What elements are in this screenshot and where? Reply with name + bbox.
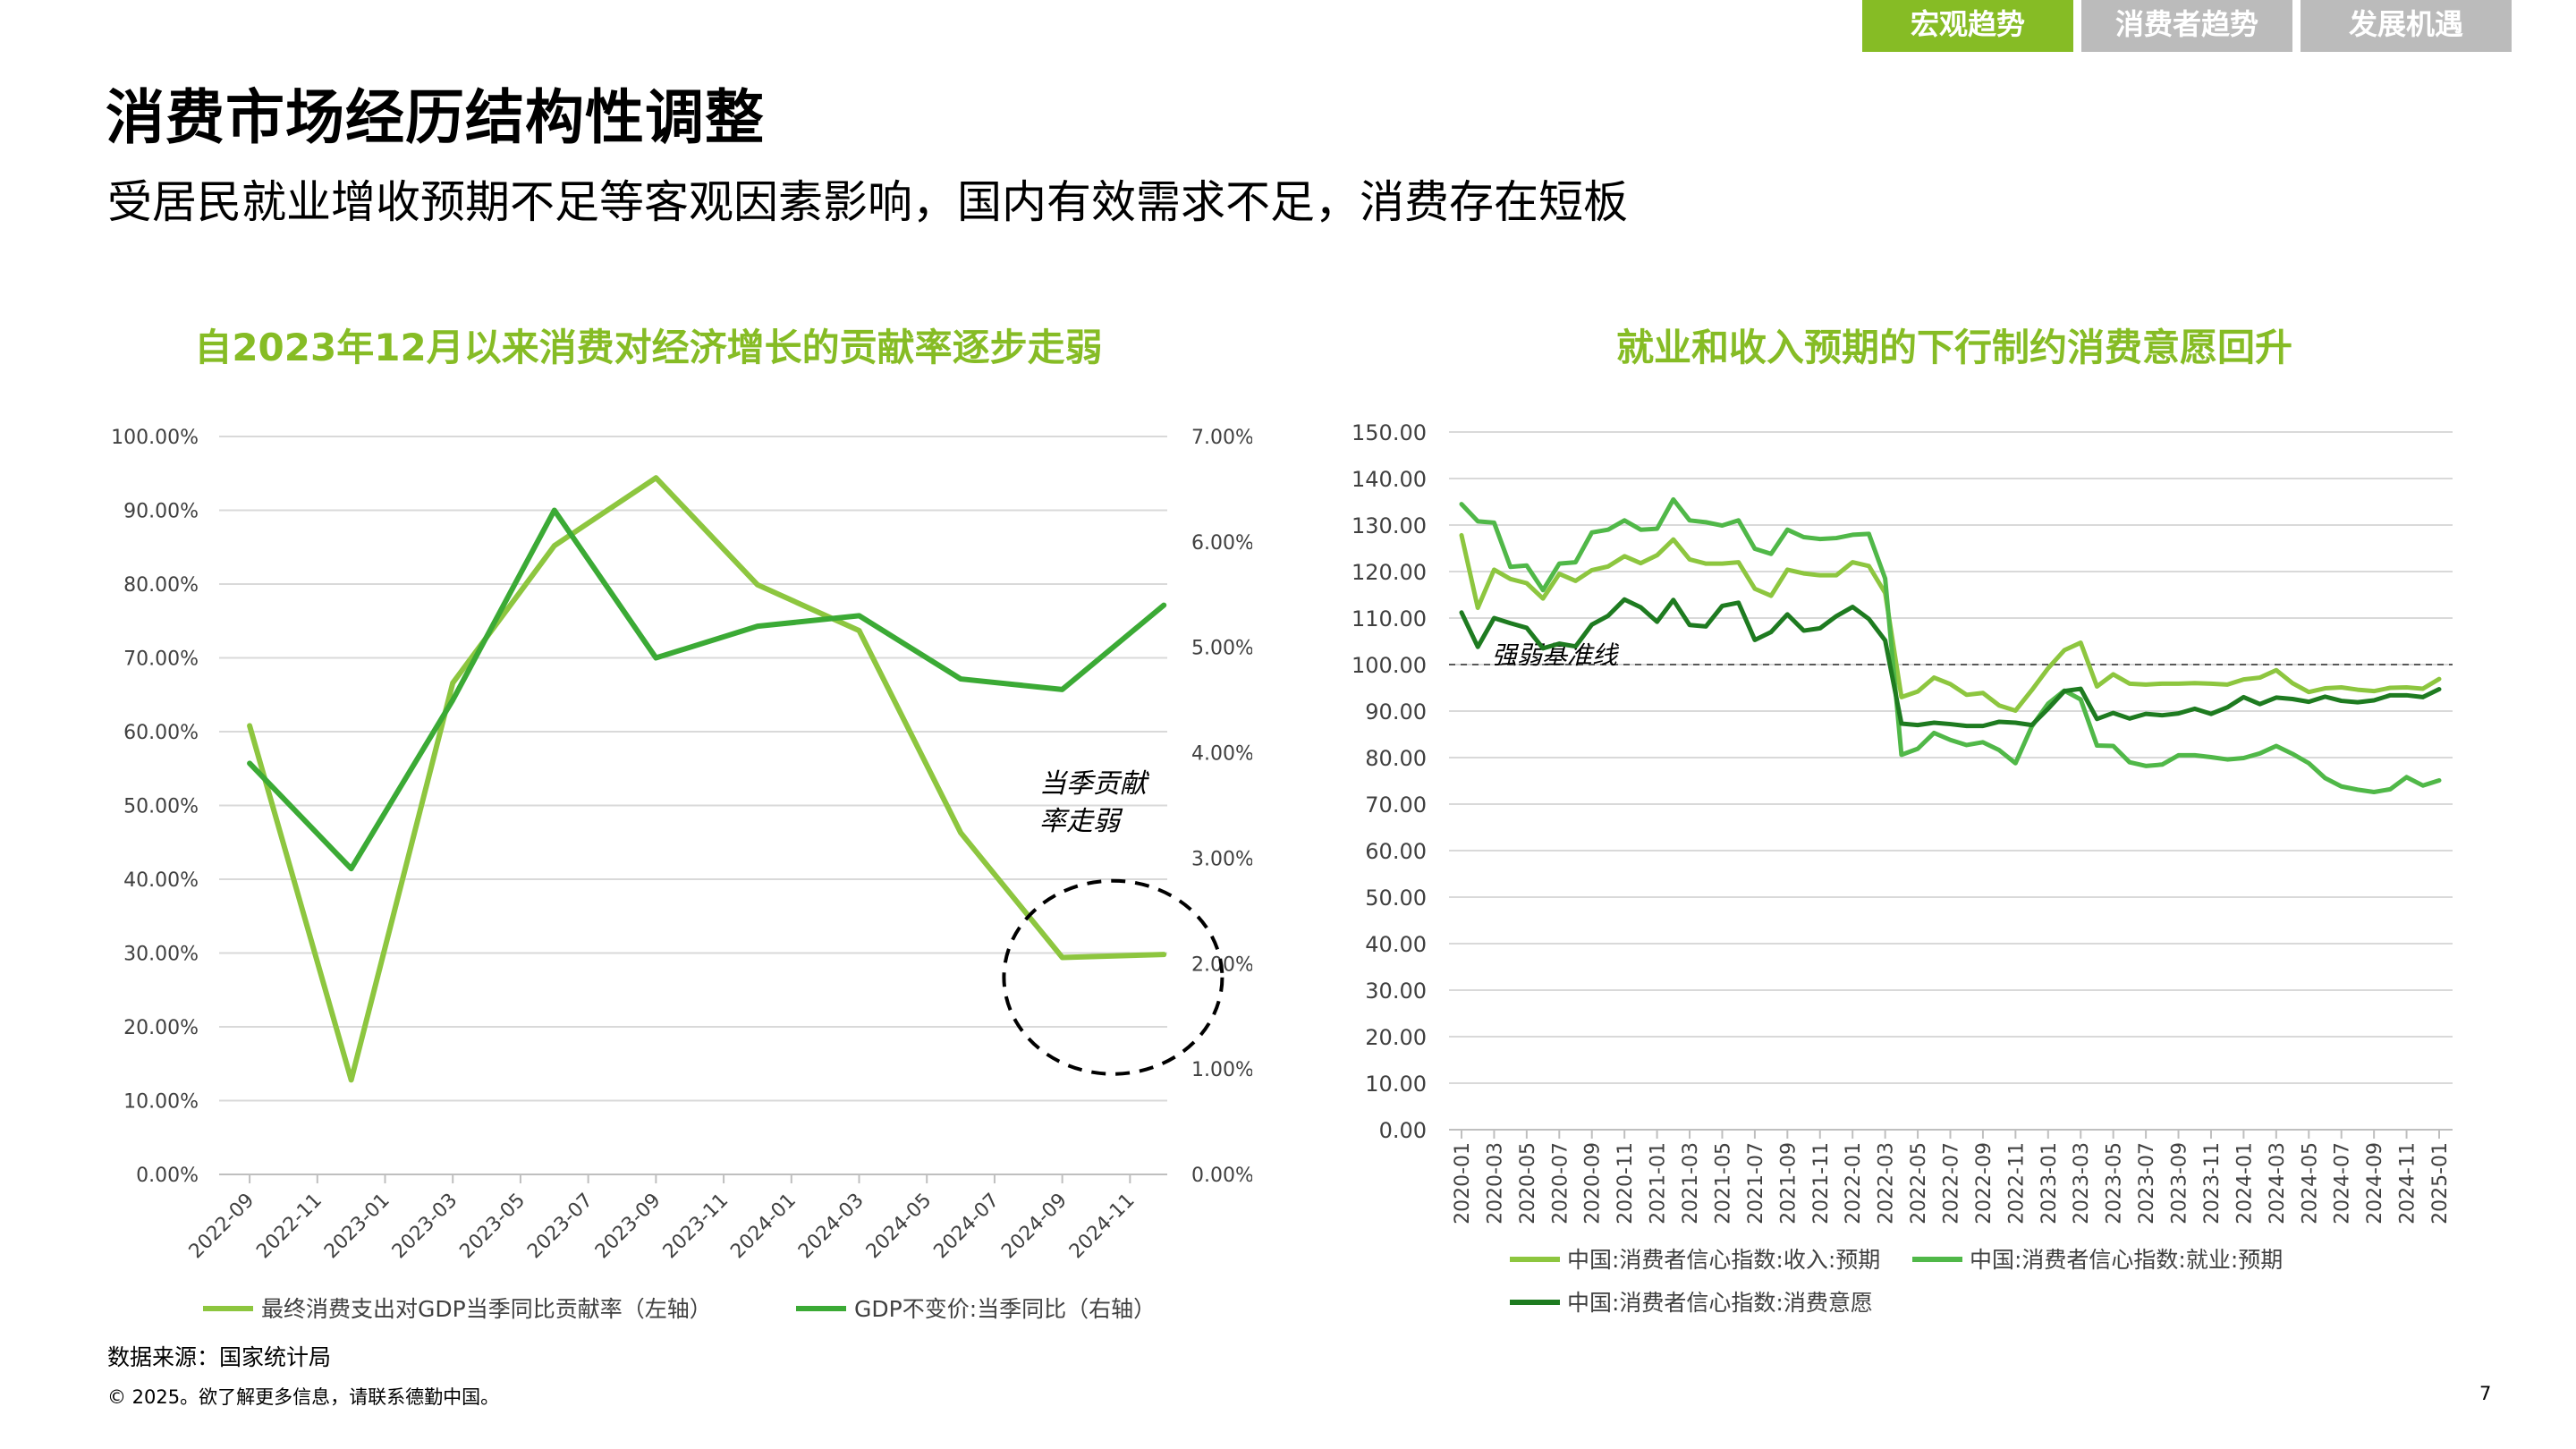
legend-label-3: 中国:消费者信心指数:消费意愿	[1567, 1290, 1873, 1316]
tab-macro-trends[interactable]: 宏观趋势	[1862, 0, 2073, 52]
x-axis-tick-label: 2023-11	[2201, 1142, 2224, 1224]
x-axis-tick-label: 2021-03	[1680, 1142, 1702, 1224]
tab-development-opportunities[interactable]: 发展机遇	[2301, 0, 2512, 52]
y-axis-tick-label: 40.00	[1365, 932, 1427, 957]
left-axis-tick-label: 20.00%	[123, 1017, 199, 1039]
annotation-text: 当季贡献	[1039, 768, 1149, 800]
x-axis-tick-label: 2022-03	[1876, 1142, 1898, 1224]
series-line-1	[247, 475, 1167, 1083]
y-axis-tick-label: 110.00	[1352, 606, 1427, 631]
x-axis-tick-label: 2023-09	[2169, 1142, 2191, 1224]
y-axis-tick-label: 70.00	[1365, 792, 1427, 818]
left-axis-tick-label: 100.00%	[111, 427, 199, 449]
x-axis-tick-label: 2021-09	[1777, 1142, 1800, 1224]
right-axis-tick-label: 1.00%	[1191, 1059, 1252, 1081]
y-axis-tick-label: 120.00	[1352, 560, 1427, 585]
right-axis-tick-label: 7.00%	[1191, 427, 1252, 449]
right-axis-tick-label: 5.00%	[1191, 638, 1252, 660]
x-axis-tick-label: 2024-11	[2397, 1142, 2419, 1224]
x-axis-tick-label: 2023-03	[2071, 1142, 2093, 1224]
y-axis-tick-label: 90.00	[1365, 699, 1427, 724]
x-axis-tick-label: 2024-09	[2364, 1142, 2386, 1224]
right-axis-tick-label: 3.00%	[1191, 848, 1252, 870]
y-axis-tick-label: 140.00	[1352, 467, 1427, 492]
y-axis-tick-label: 30.00	[1365, 979, 1427, 1004]
x-axis-tick-label: 2021-01	[1648, 1142, 1670, 1224]
x-axis-tick-label: 2022-11	[2005, 1142, 2028, 1224]
y-axis-tick-label: 50.00	[1365, 886, 1427, 911]
legend-label-1: 最终消费支出对GDP当季同比贡献率（左轴）	[261, 1296, 712, 1322]
annotation-circle	[1002, 878, 1224, 1076]
y-axis-tick-label: 80.00	[1365, 746, 1427, 771]
series-line-2	[247, 507, 1167, 872]
left-axis-tick-label: 40.00%	[123, 869, 199, 892]
y-axis-tick-label: 60.00	[1365, 839, 1427, 864]
left-axis-tick-label: 60.00%	[123, 722, 199, 744]
page-title: 消费市场经历结构性调整	[106, 83, 765, 152]
right-axis-tick-label: 0.00%	[1191, 1165, 1252, 1187]
left-axis-tick-label: 80.00%	[123, 574, 199, 597]
page-number: 7	[2479, 1383, 2492, 1404]
x-axis-tick-label: 2024-07	[2332, 1142, 2354, 1224]
right-axis-tick-label: 6.00%	[1191, 532, 1252, 555]
x-axis-tick-label: 2020-07	[1549, 1142, 1572, 1224]
y-axis-tick-label: 150.00	[1352, 420, 1427, 445]
data-source: 数据来源：国家统计局	[107, 1344, 332, 1370]
x-axis-tick-label: 2024-01	[2233, 1142, 2256, 1224]
copyright: © 2025。欲了解更多信息，请联系德勤中国。	[107, 1386, 500, 1408]
left-axis-tick-label: 30.00%	[123, 944, 199, 966]
consumption-contribution-chart: 0.00% 10.00% 20.00% 30.00% 40.00% 50.00% 60.00…	[111, 427, 1252, 1322]
y-axis-tick-label: 130.00	[1352, 513, 1427, 538]
chart2-title: 就业和收入预期的下行制约消费意愿回升	[1615, 326, 2292, 369]
left-axis-tick-label: 50.00%	[123, 796, 199, 818]
legend-label-2: GDP不变价:当季同比（右轴）	[854, 1296, 1156, 1322]
left-axis-tick-label: 0.00%	[136, 1165, 199, 1187]
tab-consumer-trends[interactable]: 消费者趋势	[2081, 0, 2292, 52]
legend-label-2: 中国:消费者信心指数:就业:预期	[1970, 1247, 2283, 1273]
x-axis-tick-label: 2023-07	[2136, 1142, 2158, 1224]
x-axis-tick-label: 2020-03	[1484, 1142, 1506, 1224]
left-axis-tick-label: 90.00%	[123, 501, 199, 523]
x-axis-tick-label: 2022-07	[1941, 1142, 1963, 1224]
series-line-3	[1459, 597, 2442, 729]
x-axis-tick-label: 2021-07	[1745, 1142, 1767, 1224]
annotation-text: 率走弱	[1039, 806, 1123, 837]
series-line-2	[1459, 496, 2442, 794]
consumer-confidence-chart: 0.00 10.00 20.00 30.00 40.00 50.00 60.00 70.00 8…	[1352, 420, 2453, 1316]
legend-label-1: 中国:消费者信心指数:收入:预期	[1567, 1247, 1880, 1273]
series-line-1	[1459, 532, 2442, 713]
x-axis-tick-label: 2023-01	[2038, 1142, 2061, 1224]
y-axis-tick-label: 20.00	[1365, 1025, 1427, 1050]
left-axis-tick-label: 70.00%	[123, 648, 199, 671]
x-axis-tick-label: 2024-05	[2299, 1142, 2321, 1224]
x-axis-tick-label: 2024-03	[2267, 1142, 2289, 1224]
x-axis-tick-label: 2020-05	[1517, 1142, 1539, 1224]
x-axis-tick-label: 2022-05	[1908, 1142, 1930, 1224]
x-axis-tick-label: 2022-09	[1973, 1142, 1996, 1224]
x-axis-tick-label: 2020-01	[1452, 1142, 1474, 1224]
left-axis-tick-label: 10.00%	[123, 1091, 199, 1114]
y-axis-tick-label: 100.00	[1352, 653, 1427, 678]
x-axis-tick-label: 2022-01	[1843, 1142, 1865, 1224]
x-axis-tick-label: 2025-01	[2429, 1142, 2452, 1224]
x-axis-tick-label: 2021-05	[1712, 1142, 1734, 1224]
chart1-title: 自2023年12月以来消费对经济增长的贡献率逐步走弱	[194, 326, 1103, 369]
x-axis-tick-label: 2021-11	[1810, 1142, 1833, 1224]
x-axis-tick-label: 2020-09	[1582, 1142, 1605, 1224]
x-axis-tick-label: 2020-11	[1614, 1142, 1637, 1224]
y-axis-tick-label: 0.00	[1379, 1118, 1427, 1143]
x-axis-tick-label: 2023-05	[2104, 1142, 2126, 1224]
right-axis-tick-label: 4.00%	[1191, 743, 1252, 766]
page-subtitle: 受居民就业增收预期不足等客观因素影响，国内有效需求不足，消费存在短板	[107, 176, 1628, 228]
y-axis-tick-label: 10.00	[1365, 1072, 1427, 1097]
